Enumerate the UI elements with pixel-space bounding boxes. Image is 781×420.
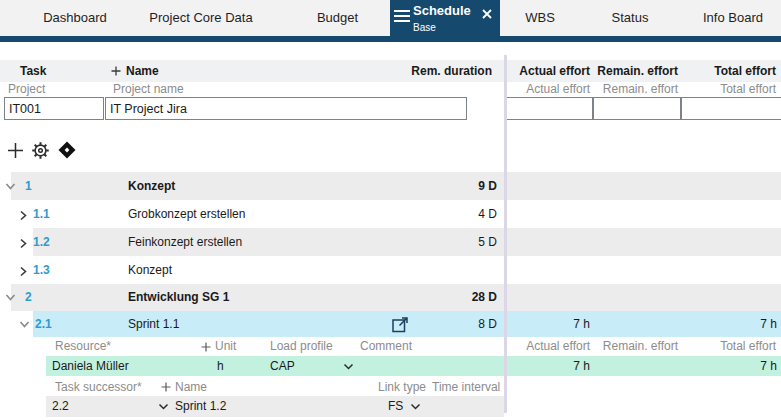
task-total-effort: 7 h: [687, 311, 777, 337]
chevron-right-icon[interactable]: [19, 238, 28, 249]
tab-dashboard[interactable]: Dashboard: [15, 0, 135, 36]
task-name: Feinkonzept erstellen: [128, 228, 242, 256]
task-number: 2.1: [35, 311, 52, 337]
resource-name: Daniela Müller: [52, 356, 129, 376]
task-number: 1.1: [33, 200, 50, 228]
successor-link-type[interactable]: FS: [388, 396, 403, 417]
comment-column-header: Comment: [360, 337, 412, 356]
task-toolbar: [7, 139, 77, 161]
column-header-rem-duration[interactable]: Rem. duration: [400, 60, 492, 82]
add-column-icon[interactable]: [111, 66, 121, 76]
subheader-project: Project: [8, 82, 45, 97]
task-number: 1.3: [33, 256, 50, 284]
gear-icon[interactable]: [31, 141, 50, 160]
project-name-input[interactable]: [105, 97, 467, 120]
add-column-icon[interactable]: [161, 382, 171, 392]
task-name: Konzept: [128, 172, 175, 200]
subheader-project-name: Project name: [113, 82, 184, 97]
task-name: Entwicklung SG 1: [128, 284, 229, 311]
table-row[interactable]: 1 Konzept 9 D: [0, 172, 781, 200]
chevron-down-icon[interactable]: [19, 320, 30, 329]
tab-budget[interactable]: Budget: [290, 0, 385, 36]
subheader-actual-effort: Actual effort: [500, 82, 590, 97]
tab-info-board[interactable]: Info Board: [685, 0, 781, 36]
task-name: Konzept: [128, 256, 172, 284]
name-column-header: Name: [175, 378, 207, 396]
table-row[interactable]: 2 Entwicklung SG 1 28 D: [0, 284, 781, 311]
column-header-remain-effort[interactable]: Remain. effort: [595, 60, 678, 82]
subheader-total-effort: Total effort: [687, 82, 776, 97]
resource-row[interactable]: Daniela Müller h CAP 7 h 7 h: [0, 356, 781, 376]
tab-status[interactable]: Status: [595, 0, 665, 36]
task-rem-duration: [420, 256, 497, 284]
task-name: Sprint 1.1: [128, 311, 179, 337]
close-tab-icon[interactable]: [480, 7, 494, 21]
resource-actual-effort: 7 h: [500, 356, 590, 376]
task-number: 1: [25, 172, 32, 200]
table-header-row: Task Name Rem. duration Actual effort Re…: [0, 60, 781, 82]
successor-column-header: Task successor*: [55, 378, 142, 396]
remain-effort-input[interactable]: [593, 97, 681, 120]
table-row[interactable]: 1.2 Feinkonzept erstellen 5 D: [0, 228, 781, 256]
open-external-icon[interactable]: [390, 314, 411, 335]
task-name: Grobkonzept erstellen: [128, 200, 245, 228]
table-subheader-row: Project Project name Actual effort Remai…: [0, 82, 781, 97]
column-header-total-effort[interactable]: Total effort: [687, 60, 776, 82]
chevron-right-icon[interactable]: [19, 266, 28, 277]
milestone-icon[interactable]: [57, 140, 77, 160]
chevron-down-icon[interactable]: [5, 182, 16, 191]
unit-column-header: Unit: [215, 337, 236, 356]
task-rem-duration: 4 D: [420, 200, 497, 228]
table-row[interactable]: 1.3 Konzept: [0, 256, 781, 284]
project-id-input[interactable]: [4, 97, 104, 120]
link-type-column-header: Link type: [378, 378, 426, 396]
successor-number[interactable]: 2.2: [52, 396, 69, 417]
column-header-task[interactable]: Task: [20, 60, 46, 82]
actual-effort-column-header: Actual effort: [500, 337, 590, 356]
column-header-name[interactable]: Name: [126, 60, 159, 82]
menu-icon[interactable]: [394, 10, 410, 23]
chevron-down-icon[interactable]: [5, 293, 16, 302]
active-tab-sublabel: Base: [413, 22, 436, 33]
column-header-actual-effort[interactable]: Actual effort: [500, 60, 590, 82]
dropdown-chevron-icon[interactable]: [410, 403, 421, 411]
actual-effort-input[interactable]: [506, 97, 593, 120]
task-rem-duration: 9 D: [420, 172, 497, 200]
resource-unit: h: [217, 356, 224, 376]
subheader-remain-effort: Remain. effort: [595, 82, 678, 97]
total-effort-column-header: Total effort: [687, 337, 776, 356]
task-number: 1.2: [33, 228, 50, 256]
schedule-page: Dashboard Project Core Data Budget WBS S…: [0, 0, 781, 420]
tab-wbs[interactable]: WBS: [505, 0, 575, 36]
tab-schedule-active[interactable]: Schedule Base: [390, 0, 500, 42]
successor-header-row: Task successor* Name Link type Time inte…: [0, 378, 781, 396]
task-actual-effort: 7 h: [500, 311, 590, 337]
add-column-icon[interactable]: [201, 342, 211, 352]
time-interval-column-header: Time interval: [432, 378, 500, 396]
successor-row[interactable]: 2.2 Sprint 1.2 FS: [0, 396, 781, 417]
total-effort-input[interactable]: [681, 97, 781, 120]
remain-effort-column-header: Remain. effort: [595, 337, 678, 356]
resource-total-effort: 7 h: [687, 356, 777, 376]
dropdown-chevron-icon[interactable]: [343, 363, 354, 371]
resource-column-header: Resource*: [55, 337, 111, 356]
resource-header-row: Resource* Unit Load profile Comment Actu…: [0, 337, 781, 356]
load-profile-column-header: Load profile: [270, 337, 333, 356]
task-rem-duration: 5 D: [420, 228, 497, 256]
active-tab-label: Schedule: [413, 3, 471, 18]
resource-load-profile[interactable]: CAP: [270, 356, 295, 376]
pane-divider: [504, 55, 507, 413]
task-number: 2: [25, 284, 32, 311]
task-rem-duration: 28 D: [420, 284, 497, 311]
table-row[interactable]: 1.1 Grobkonzept erstellen 4 D: [0, 200, 781, 228]
chevron-right-icon[interactable]: [19, 210, 28, 221]
dropdown-chevron-icon[interactable]: [158, 403, 169, 411]
table-row-selected[interactable]: 2.1 Sprint 1.1 8 D 7 h 7 h: [0, 311, 781, 337]
add-task-icon[interactable]: [7, 142, 24, 159]
task-rem-duration: 8 D: [420, 311, 497, 337]
successor-name: Sprint 1.2: [175, 396, 226, 417]
tab-project-core-data[interactable]: Project Core Data: [135, 0, 267, 36]
